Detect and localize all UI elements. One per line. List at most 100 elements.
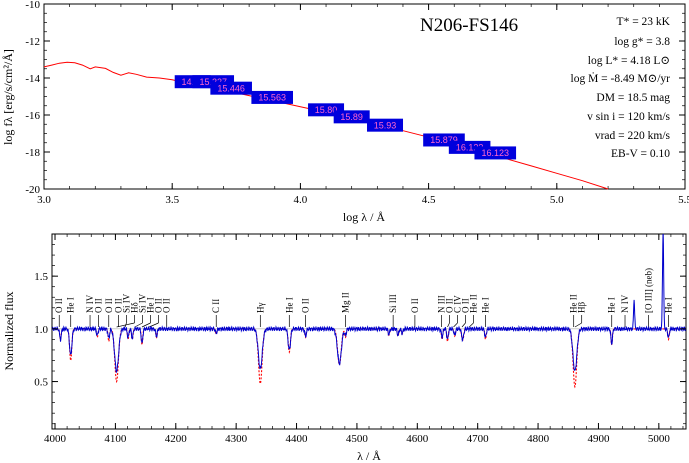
line-id: Hγ [255, 303, 265, 327]
line-id-label: He I [664, 297, 674, 313]
param-teff: T* = 23 kK [617, 16, 671, 28]
line-id: Hβ [574, 302, 587, 328]
line-id: N IV [620, 294, 630, 327]
line-id-label: He I [145, 297, 155, 313]
observed-spectrum [52, 234, 686, 374]
spectrum-xtick-label: 4100 [104, 433, 127, 445]
photometry-label: 16.123 [481, 148, 509, 158]
sed-plot-frame [43, 3, 686, 190]
sed-photometry: 14.4815.22715.44615.56315.8015.8915.9315… [174, 75, 517, 160]
sed-ytick-label: -10 [25, 0, 40, 11]
line-id-label: Mg II [341, 292, 351, 313]
spectrum-ylabel: Normalized flux [2, 292, 16, 371]
line-id-label: He II [469, 294, 479, 313]
line-id: [O III] (neb) [644, 268, 654, 327]
spectrum-xtick-label: 4700 [467, 433, 490, 445]
line-id: He I [664, 297, 674, 327]
line-id: O II [410, 298, 420, 327]
line-id-label: N IV [620, 294, 630, 313]
photometry-label: 15.80 [315, 105, 338, 115]
spectrum-xtick-label: 4600 [406, 433, 429, 445]
line-id-label: O II [461, 298, 471, 313]
param-vsini: v sin i = 120 km/s [587, 111, 670, 123]
spectrum-ytick-label: 0.5 [34, 377, 48, 389]
line-id: O II [54, 298, 64, 327]
line-id-label: [O III] (neb) [644, 268, 654, 313]
line-id-label: C II [211, 299, 221, 313]
line-id: O II [445, 298, 455, 328]
line-id-label: He I [481, 297, 491, 313]
line-id: Si III [388, 294, 398, 327]
spectrum-xtick-label: 4800 [527, 433, 550, 445]
sed-xtick-label: 4.5 [422, 194, 436, 206]
sed-ytick-label: -18 [25, 147, 40, 159]
photometry-point: 15.446 [210, 81, 252, 95]
param-dm: DM = 18.5 mag [596, 92, 670, 104]
line-id: C II [211, 299, 221, 327]
line-id-label: Si III [388, 294, 398, 313]
line-id-label: He I [66, 297, 76, 313]
param-mdot: log Ṁ = -8.49 M⊙/yr [571, 71, 671, 85]
photometry-box [474, 146, 517, 160]
sed-xtick-label: 3.5 [165, 194, 179, 206]
sed-xtick-label: 5.0 [550, 194, 564, 206]
sed-ytick-label: -14 [25, 73, 40, 85]
line-id: O II [104, 298, 114, 327]
line-id-label: O II [104, 298, 114, 313]
photometry-label: 15.89 [340, 112, 363, 122]
line-id: Mg II [341, 292, 351, 327]
spectrum-ytick-label: 1.0 [34, 324, 48, 336]
param-vrad: vrad = 220 km/s [595, 130, 671, 142]
line-id: O II [162, 298, 172, 327]
spectrum-xtick-label: 4900 [587, 433, 610, 445]
spectrum-ticks [52, 234, 686, 429]
spectrum-xtick-label: 4400 [286, 433, 309, 445]
line-id: He I [284, 297, 294, 327]
sed-ytick-label: -16 [25, 110, 40, 122]
line-id-label: Si IV [121, 293, 131, 313]
stellar-parameters: T* = 23 kK log g* = 3.8 log L* = 4.18 L⊙… [571, 16, 671, 160]
line-id: He II [569, 294, 579, 327]
line-id-label: Hγ [255, 303, 265, 313]
spectrum-xtick-label: 4300 [225, 433, 248, 445]
spectrum-curves [52, 234, 686, 389]
line-id: O II [301, 298, 311, 327]
photometry-point: 15.89 [333, 110, 370, 124]
spectrum-xtick-label: 4000 [44, 433, 67, 445]
line-id: He II [469, 294, 479, 328]
sed-ticks [43, 3, 686, 190]
line-id-label: N IV [85, 294, 95, 313]
photometry-label: 15.446 [217, 83, 245, 93]
line-id-label: O II [113, 298, 123, 313]
line-id: N IV [85, 294, 95, 327]
line-id-label: Si IV [137, 293, 147, 313]
line-id: O II [94, 298, 104, 327]
line-id-label: Hδ [129, 302, 139, 313]
line-id: O II [461, 298, 471, 328]
param-logg: log g* = 3.8 [614, 36, 670, 48]
photometry-box [333, 110, 370, 124]
sed-xtick-label: 3.0 [37, 194, 51, 206]
line-id-label: O II [162, 298, 172, 313]
line-id-label: O II [54, 298, 64, 313]
param-ebv: EB-V = 0.10 [611, 148, 670, 160]
sed-xtick-label: 4.0 [294, 194, 308, 206]
sed-ytick-label: -20 [25, 184, 40, 196]
line-id-label: He I [284, 297, 294, 313]
sed-ylabel: log fλ [erg/s/cm²/Å] [1, 49, 15, 145]
sed-panel: 3.03.54.04.55.05.5-20-18-16-14-12-10 14.… [1, 0, 689, 224]
line-id-label: C IV [453, 295, 463, 313]
line-id: He I [141, 297, 155, 328]
photometry-box [367, 118, 404, 132]
photometry-label: 15.93 [374, 120, 397, 130]
photometry-point: 15.93 [367, 118, 404, 132]
line-id-label: O II [94, 298, 104, 313]
photometry-label: 16.123 [456, 143, 484, 153]
sed-ytick-label: -12 [25, 36, 40, 48]
line-id: He I [481, 297, 491, 327]
line-id-label: N III [437, 295, 447, 313]
sed-tick-labels: 3.0 3.5 4.0 4.5 5.0 5.5 -20 -18 -16 -14 -12 -10 [25, 0, 689, 206]
